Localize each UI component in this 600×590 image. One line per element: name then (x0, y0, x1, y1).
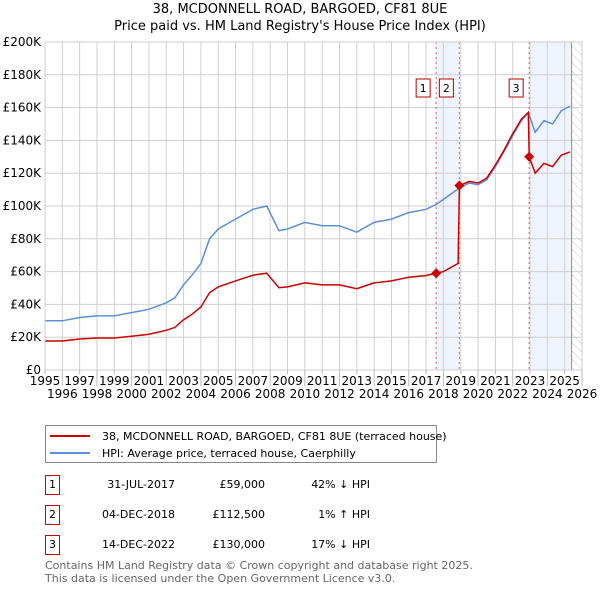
sale-hpi: 42% ↓ HPI (311, 478, 370, 491)
y-tick-label: £180K (3, 68, 43, 82)
x-tick-label: 2004 (186, 387, 217, 401)
sale-label: 3 (513, 82, 520, 95)
x-tick-label: 1995 (30, 374, 61, 388)
sale-point (454, 180, 465, 191)
property-price-line (45, 110, 571, 342)
y-tick-label: £40K (10, 297, 42, 311)
x-tick-label: 1996 (47, 387, 78, 401)
x-tick-label: 2002 (151, 387, 182, 401)
sale-date: 31-JUL-2017 (107, 478, 175, 491)
y-tick-label: £20K (10, 330, 42, 344)
x-tick-label: 2019 (445, 374, 476, 388)
legend-swatch-hpi (50, 452, 90, 454)
x-tick-label: 2001 (134, 374, 165, 388)
sale-price: £59,000 (219, 478, 266, 491)
x-tick-label: 2009 (272, 374, 303, 388)
price-chart: 1995199619971998199920002001200220032004… (3, 35, 598, 401)
y-tick-label: £100K (3, 199, 43, 213)
legend-label-property: 38, MCDONNELL ROAD, BARGOED, CF81 8UE (t… (102, 429, 447, 443)
sale-label-box (438, 78, 454, 98)
x-tick-label: 2006 (220, 387, 251, 401)
y-tick-label: £200K (3, 35, 43, 49)
sale-label: 1 (420, 82, 427, 95)
x-tick-label: 2022 (497, 387, 528, 401)
legend-label-hpi: HPI: Average price, terraced house, Caer… (102, 446, 356, 460)
x-tick-label: 2020 (463, 387, 494, 401)
footer-copyright: Contains HM Land Registry data © Crown c… (45, 559, 473, 572)
sale-hpi: 17% ↓ HPI (311, 538, 370, 551)
sale-point (431, 268, 442, 279)
sale-date: 04-DEC-2018 (101, 508, 175, 521)
sale-badge: 2 (45, 505, 60, 525)
sale-badge: 1 (45, 475, 60, 495)
table-row: 2 04-DEC-2018 £112,500 1% ↑ HPI (45, 505, 445, 525)
sale-price: £130,000 (212, 538, 266, 551)
sale-point (524, 151, 535, 162)
legend-swatch-property (50, 435, 90, 437)
sale-date: 14-DEC-2022 (101, 538, 175, 551)
x-tick-label: 2023 (515, 374, 546, 388)
x-tick-label: 2018 (428, 387, 459, 401)
chart-title: 38, MCDONNELL ROAD, BARGOED, CF81 8UE (152, 2, 448, 17)
y-tick-label: £0 (26, 363, 41, 377)
x-tick-label: 2015 (376, 374, 407, 388)
x-tick-label: 1998 (82, 387, 113, 401)
sale-label-box (415, 78, 431, 98)
x-tick-label: 2011 (307, 374, 338, 388)
y-tick-label: £80K (10, 232, 42, 246)
x-tick-label: 2024 (532, 387, 563, 401)
sale-label: 2 (443, 82, 450, 95)
x-tick-label: 2008 (255, 387, 286, 401)
x-tick-label: 2013 (342, 374, 373, 388)
x-tick-label: 2014 (359, 387, 390, 401)
sale-label-box (508, 78, 524, 98)
y-tick-label: £140K (3, 133, 43, 147)
x-tick-label: 2010 (290, 387, 321, 401)
x-tick-label: 2003 (168, 374, 199, 388)
y-tick-label: £60K (10, 265, 42, 279)
sale-hpi: 1% ↑ HPI (318, 508, 370, 521)
x-tick-label: 1999 (99, 374, 130, 388)
x-tick-label: 2026 (567, 387, 598, 401)
x-tick-label: 2021 (480, 374, 511, 388)
footer-licence: This data is licensed under the Open Gov… (45, 572, 396, 585)
hpi-line (45, 105, 571, 322)
sale-price: £112,500 (212, 508, 266, 521)
y-tick-label: £120K (3, 166, 43, 180)
x-tick-label: 2016 (394, 387, 425, 401)
x-tick-label: 2012 (324, 387, 355, 401)
sale-badge: 3 (45, 535, 60, 555)
table-row: 3 14-DEC-2022 £130,000 17% ↓ HPI (45, 535, 445, 555)
x-tick-label: 2005 (203, 374, 234, 388)
x-tick-label: 1997 (64, 374, 95, 388)
x-tick-label: 2000 (116, 387, 147, 401)
x-tick-label: 2007 (238, 374, 269, 388)
legend: 38, MCDONNELL ROAD, BARGOED, CF81 8UE (t… (45, 425, 447, 463)
chart-subtitle: Price paid vs. HM Land Registry's House … (114, 19, 486, 34)
y-tick-label: £160K (3, 101, 43, 115)
plot-border (44, 41, 583, 371)
x-tick-label: 2017 (411, 374, 442, 388)
table-row: 1 31-JUL-2017 £59,000 42% ↓ HPI (45, 475, 445, 495)
x-tick-label: 2025 (549, 374, 580, 388)
